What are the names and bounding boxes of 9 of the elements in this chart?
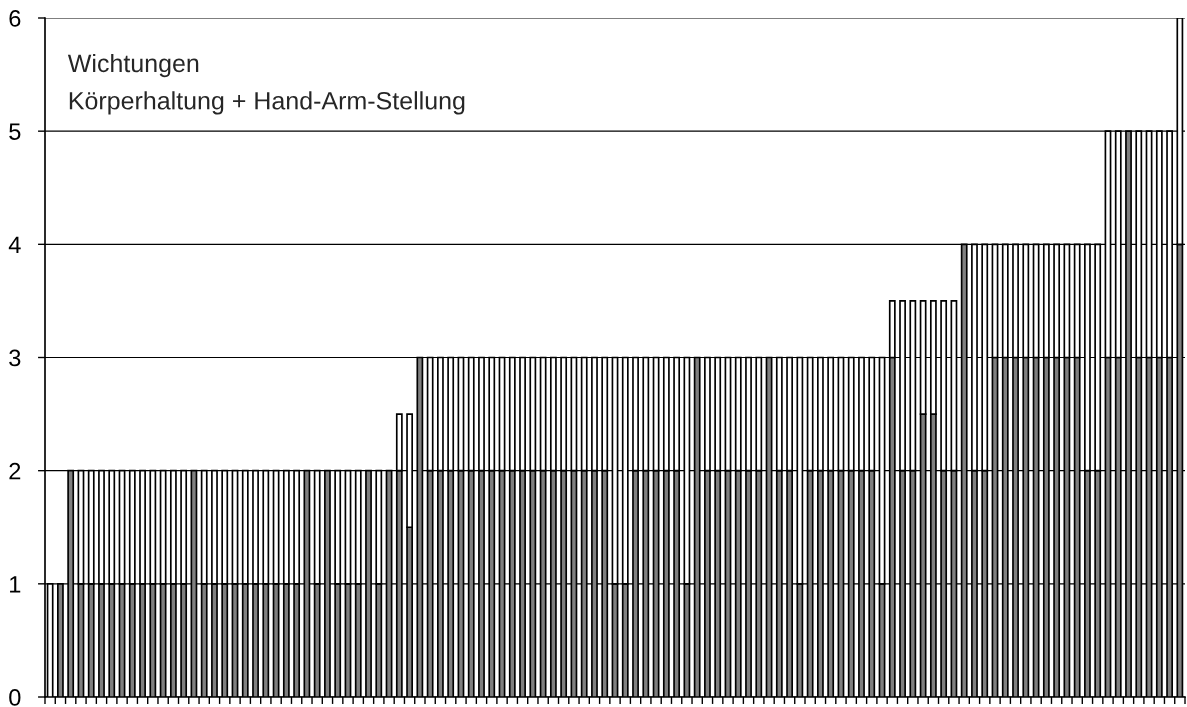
text: Wichtungen bbox=[67, 53, 199, 78]
text: Körperhaltung + Hand-Arm-Stellung bbox=[69, 91, 465, 115]
y-tick-label: 2 bbox=[9, 462, 21, 480]
y-tick-label: 6 bbox=[9, 10, 21, 27]
y-tick-label: 0 bbox=[9, 689, 21, 706]
y-tick-label: 4 bbox=[8, 236, 21, 253]
y-tick-label: 5 bbox=[9, 123, 21, 140]
y-tick-label: 1 bbox=[10, 576, 21, 593]
y-tick-label: 3 bbox=[9, 349, 21, 367]
